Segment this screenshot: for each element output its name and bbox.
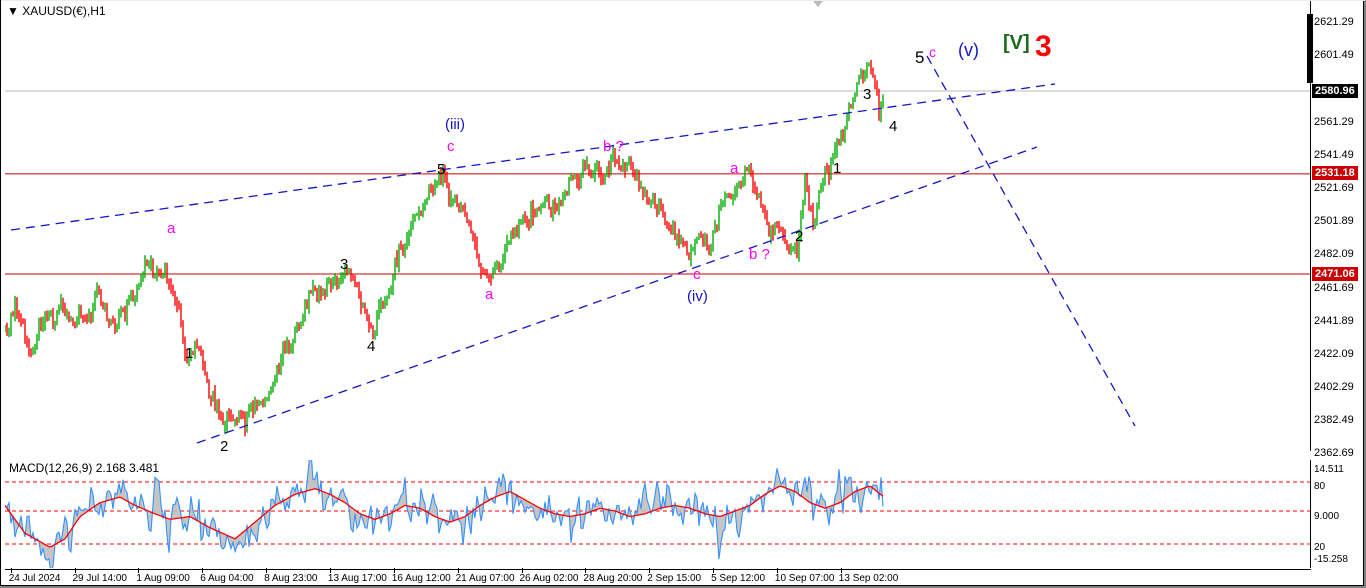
svg-text:2: 2: [795, 228, 803, 245]
svg-text:5: 5: [437, 161, 445, 178]
svg-text:1: 1: [833, 160, 841, 177]
svg-text:b ?: b ?: [749, 246, 770, 263]
svg-text:c: c: [929, 44, 936, 60]
svg-text:2: 2: [220, 438, 228, 455]
svg-text:(iv): (iv): [687, 288, 708, 305]
svg-text:b ?: b ?: [603, 138, 624, 155]
svg-text:(v): (v): [958, 40, 979, 60]
svg-text:a: a: [485, 286, 494, 303]
svg-text:4: 4: [889, 118, 897, 135]
svg-text:3: 3: [863, 86, 871, 103]
svg-text:c: c: [447, 138, 455, 155]
svg-text:4: 4: [367, 338, 375, 355]
svg-text:MACD(12,26,9) 2.168 3.481: MACD(12,26,9) 2.168 3.481: [9, 461, 159, 475]
svg-text:3: 3: [1035, 30, 1052, 63]
svg-text:1: 1: [185, 345, 193, 362]
svg-text:a: a: [730, 160, 739, 177]
svg-text:c: c: [693, 266, 701, 283]
svg-text:5: 5: [915, 48, 924, 67]
svg-text:[V]: [V]: [1003, 32, 1030, 54]
svg-text:(iii): (iii): [445, 116, 465, 133]
svg-text:a: a: [167, 220, 176, 237]
svg-text:3: 3: [340, 256, 348, 273]
